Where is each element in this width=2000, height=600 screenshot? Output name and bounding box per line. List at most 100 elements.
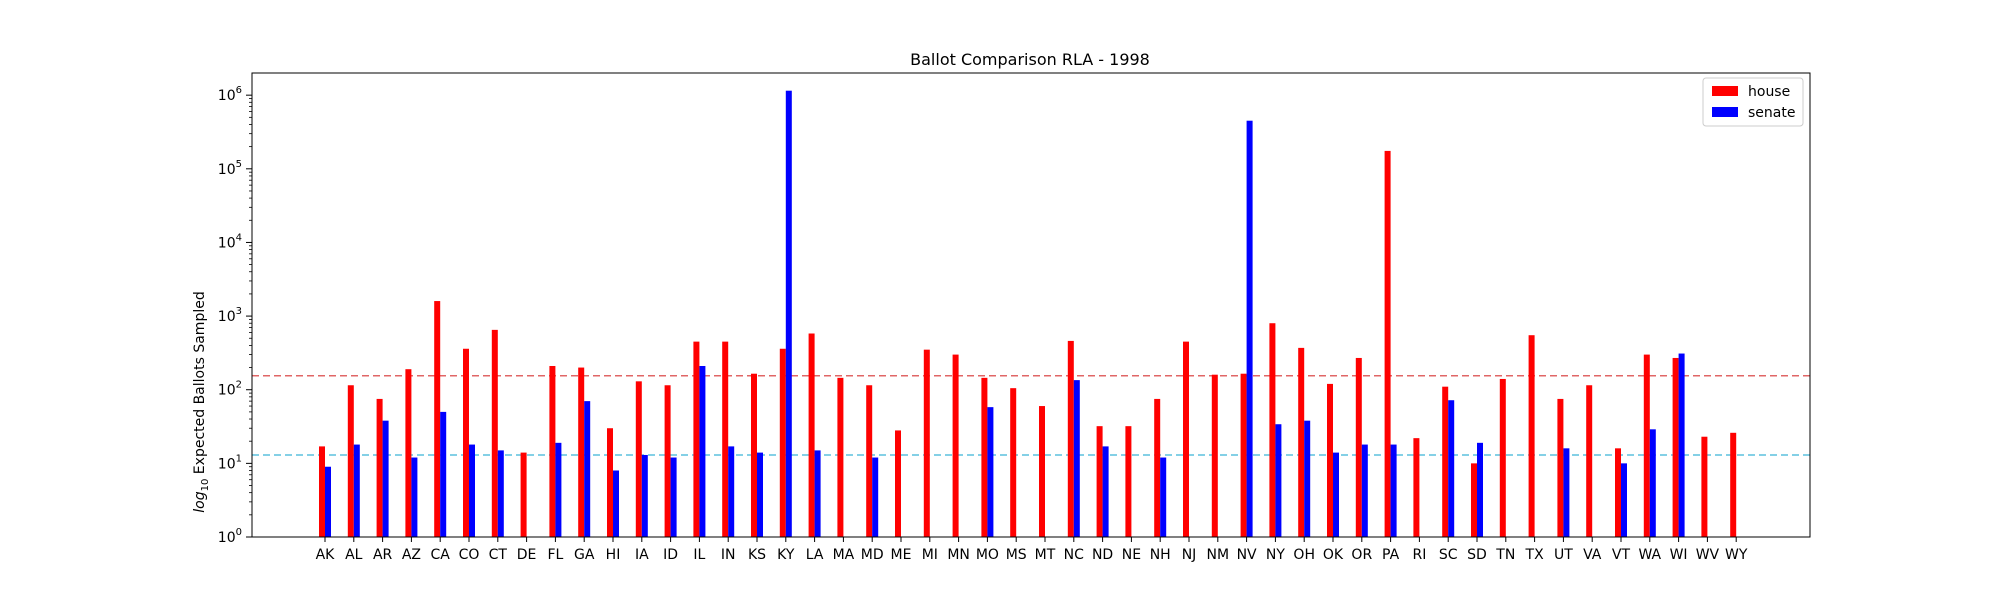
bar-senate-nv xyxy=(1246,120,1253,538)
bar-house-ma xyxy=(837,377,844,537)
x-tick-label-in: IN xyxy=(721,547,736,563)
x-tick-label-wi: WI xyxy=(1670,547,1688,563)
bar-senate-ar xyxy=(382,420,389,537)
bar-house-oh xyxy=(1298,347,1305,537)
bar-senate-ky xyxy=(785,90,792,538)
bar-house-id xyxy=(664,385,671,537)
x-ticks: AK AL AR AZ CA CO CT DE FL GA HI IA ID IL IN KS KY LA MA MD… xyxy=(316,537,1748,563)
x-tick-label-vt: VT xyxy=(1612,547,1631,563)
bar-senate-wi xyxy=(1678,353,1685,537)
x-tick-label-ma: MA xyxy=(833,547,855,563)
bar-house-ak xyxy=(319,446,325,537)
x-tick-label-nh: NH xyxy=(1150,547,1171,563)
x-tick-label-ok: OK xyxy=(1323,547,1344,563)
plot-frame xyxy=(251,72,1811,538)
bar-senate-hi xyxy=(613,470,619,537)
bar-house-ne xyxy=(1125,426,1132,537)
legend-label-senate: senate xyxy=(1748,105,1795,121)
bar-senate-fl xyxy=(555,442,562,537)
legend-swatch-house xyxy=(1712,86,1738,96)
bars xyxy=(319,90,1737,538)
bar-senate-pa xyxy=(1390,444,1397,537)
y-tick-label: 104 xyxy=(218,232,242,251)
x-tick-label-ct: CT xyxy=(489,547,508,563)
x-tick-label-sd: SD xyxy=(1467,547,1487,563)
x-tick-label-ar: AR xyxy=(373,547,393,563)
x-tick-label-oh: OH xyxy=(1293,547,1315,563)
x-tick-label-il: IL xyxy=(693,547,705,563)
bar-house-in xyxy=(722,341,729,537)
bar-senate-ca xyxy=(440,411,447,537)
bar-house-mo xyxy=(981,377,988,537)
bar-house-de xyxy=(520,452,527,537)
bar-house-sc xyxy=(1442,386,1449,537)
bar-senate-ks xyxy=(757,452,763,537)
bar-house-hi xyxy=(607,428,613,537)
bar-senate-nd xyxy=(1102,446,1109,537)
bar-senate-ut xyxy=(1563,448,1570,537)
x-tick-label-tx: TX xyxy=(1525,547,1545,563)
bar-house-wi xyxy=(1672,357,1679,537)
bar-senate-or xyxy=(1361,444,1368,537)
bar-house-tn xyxy=(1499,378,1506,537)
x-tick-label-al: AL xyxy=(345,547,363,563)
bar-senate-az xyxy=(411,457,418,537)
y-tick-label: 103 xyxy=(218,306,242,325)
x-tick-label-mi: MI xyxy=(922,547,938,563)
y-tick-label: 102 xyxy=(218,380,242,399)
x-tick-label-ga: GA xyxy=(574,547,595,563)
bar-house-fl xyxy=(549,365,556,537)
bar-house-wy xyxy=(1730,432,1737,537)
bar-senate-nh xyxy=(1160,457,1167,537)
bar-house-mi xyxy=(923,349,930,537)
x-tick-label-nv: NV xyxy=(1237,547,1257,563)
x-tick-label-ne: NE xyxy=(1122,547,1141,563)
bar-senate-nc xyxy=(1073,380,1080,537)
bar-senate-oh xyxy=(1304,420,1311,537)
y-axis-label: log10 Expected Ballots Sampled xyxy=(192,291,211,512)
bar-house-ut xyxy=(1557,398,1564,537)
x-tick-label-nm: NM xyxy=(1207,547,1230,563)
bar-house-la xyxy=(808,333,815,537)
bar-house-wv xyxy=(1701,436,1708,537)
bar-house-ar xyxy=(376,398,383,537)
reference-lines xyxy=(252,374,1810,456)
bar-senate-sc xyxy=(1448,400,1455,537)
bar-senate-mo xyxy=(987,407,994,537)
x-tick-label-ms: MS xyxy=(1006,547,1027,563)
bar-senate-ok xyxy=(1333,452,1339,537)
bar-house-ms xyxy=(1010,388,1017,537)
bar-house-nm xyxy=(1211,374,1218,537)
x-tick-label-wy: WY xyxy=(1725,547,1748,563)
bar-senate-ct xyxy=(497,450,504,537)
bar-house-ky xyxy=(779,348,786,537)
bar-senate-al xyxy=(353,444,360,537)
bar-house-ct xyxy=(491,329,498,537)
y-tick-label: 106 xyxy=(218,85,242,104)
x-tick-label-va: VA xyxy=(1583,547,1602,563)
bar-senate-ak xyxy=(325,466,331,537)
x-tick-label-de: DE xyxy=(517,547,537,563)
bar-senate-vt xyxy=(1621,463,1627,537)
bar-house-al xyxy=(347,385,354,537)
chart-title: Ballot Comparison RLA - 1998 xyxy=(910,50,1150,69)
bar-house-nd xyxy=(1096,426,1103,537)
bar-senate-ny xyxy=(1275,424,1282,537)
bar-house-vt xyxy=(1615,448,1621,537)
x-tick-label-id: ID xyxy=(663,547,678,563)
bar-house-ok xyxy=(1327,383,1333,537)
bar-house-nj xyxy=(1183,341,1189,537)
x-tick-label-hi: HI xyxy=(606,547,621,563)
x-tick-label-ks: KS xyxy=(748,547,766,563)
legend: house senate xyxy=(1702,77,1804,127)
bar-house-tx xyxy=(1528,335,1535,537)
bar-house-wa xyxy=(1643,354,1650,537)
y-tick-label: 100 xyxy=(218,527,242,546)
y-ticks: 100 101 102 103 104 105 106 xyxy=(218,85,252,546)
bar-house-md xyxy=(866,385,873,537)
x-tick-label-mn: MN xyxy=(947,547,970,563)
x-tick-label-az: AZ xyxy=(402,547,421,563)
bar-senate-md xyxy=(872,457,879,537)
bar-house-ia xyxy=(635,381,642,537)
x-tick-label-sc: SC xyxy=(1439,547,1458,563)
